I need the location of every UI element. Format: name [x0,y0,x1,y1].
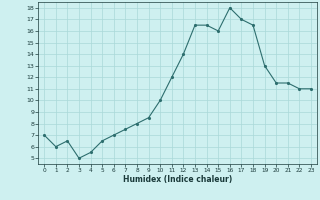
X-axis label: Humidex (Indice chaleur): Humidex (Indice chaleur) [123,175,232,184]
